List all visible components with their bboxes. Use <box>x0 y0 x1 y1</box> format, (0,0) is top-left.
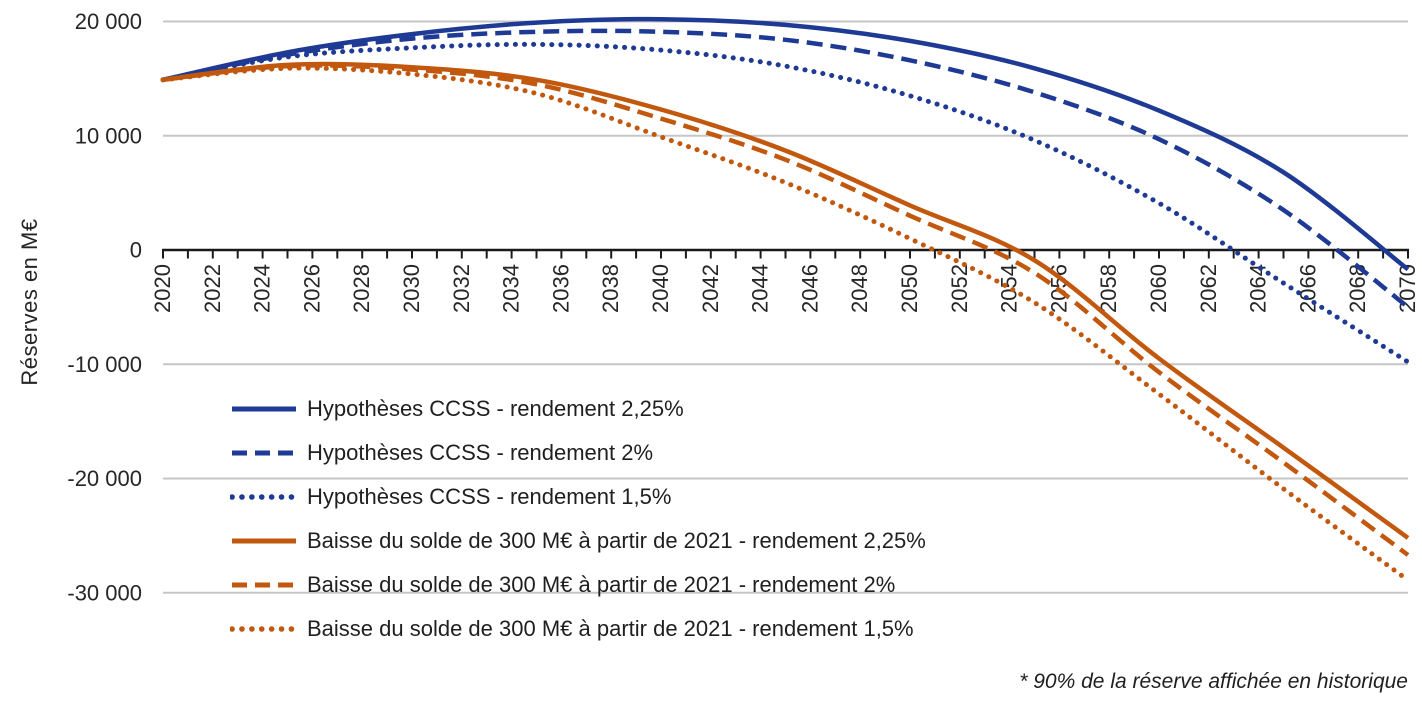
legend-line-sample <box>230 626 298 632</box>
series-line-4 <box>162 63 1410 557</box>
legend-label: Hypothèses CCSS - rendement 2% <box>307 440 654 465</box>
y-tick-label: -30 000 <box>67 580 142 605</box>
legend-item: Baisse du solde de 300 M€ à partir de 20… <box>230 563 926 607</box>
series-line-1 <box>162 28 1410 309</box>
legend-item: Hypothèses CCSS - rendement 1,5% <box>230 475 926 519</box>
x-tick-label: 2054 <box>997 264 1022 313</box>
series-line-2 <box>160 41 1411 365</box>
x-tick-label: 2044 <box>748 264 773 313</box>
legend-label: Hypothèses CCSS - rendement 2,25% <box>307 396 684 421</box>
legend-item: Baisse du solde de 300 M€ à partir de 20… <box>230 519 926 563</box>
y-tick-label: -20 000 <box>67 466 142 491</box>
series-line-5 <box>160 65 1411 583</box>
y-tick-label: -10 000 <box>67 352 142 377</box>
legend-line-sample <box>230 494 298 500</box>
x-tick-label: 2050 <box>897 264 922 313</box>
x-tick-label: 2036 <box>548 264 573 313</box>
legend-line-sample <box>232 450 296 456</box>
x-tick-label: 2048 <box>847 264 872 313</box>
x-tick-label: 2030 <box>399 264 424 313</box>
x-tick-label: 2066 <box>1295 264 1320 313</box>
legend-label: Baisse du solde de 300 M€ à partir de 20… <box>307 528 926 553</box>
y-tick-label: 0 <box>130 238 142 263</box>
legend-label: Baisse du solde de 300 M€ à partir de 20… <box>307 616 914 641</box>
x-tick-label: 2034 <box>499 264 524 313</box>
y-tick-label: 20 000 <box>75 9 142 34</box>
x-tick-label: 2020 <box>150 264 175 313</box>
x-tick-label: 2042 <box>698 264 723 313</box>
x-tick-label: 2032 <box>449 264 474 313</box>
legend-item: Hypothèses CCSS - rendement 2% <box>230 431 926 475</box>
x-tick-label: 2070 <box>1395 264 1420 313</box>
x-tick-label: 2038 <box>598 264 623 313</box>
x-tick-label: 2062 <box>1196 264 1221 313</box>
legend: Hypothèses CCSS - rendement 2,25% Hypoth… <box>230 387 926 651</box>
x-tick-label: 2052 <box>947 264 972 313</box>
legend-item: Hypothèses CCSS - rendement 2,25% <box>230 387 926 431</box>
x-tick-label: 2058 <box>1096 264 1121 313</box>
y-tick-label: 10 000 <box>75 123 142 148</box>
x-tick-label: 2024 <box>250 264 275 313</box>
x-tick-label: 2040 <box>648 264 673 313</box>
x-tick-label: 2060 <box>1146 264 1171 313</box>
legend-item: Baisse du solde de 300 M€ à partir de 20… <box>230 607 926 651</box>
legend-line-sample <box>232 538 296 544</box>
x-tick-label: 2026 <box>299 264 324 313</box>
series-line-0 <box>162 16 1410 272</box>
legend-line-sample <box>232 582 296 588</box>
x-tick-label: 2046 <box>797 264 822 313</box>
legend-line-sample <box>232 406 296 412</box>
legend-label: Baisse du solde de 300 M€ à partir de 20… <box>307 572 896 597</box>
x-tick-label: 2022 <box>200 264 225 313</box>
y-axis-title: Réserves en M€ <box>17 218 42 386</box>
footnote: * 90% de la réserve affichée en historiq… <box>1019 670 1408 693</box>
legend-label: Hypothèses CCSS - rendement 1,5% <box>307 484 672 509</box>
x-tick-label: 2028 <box>349 264 374 313</box>
